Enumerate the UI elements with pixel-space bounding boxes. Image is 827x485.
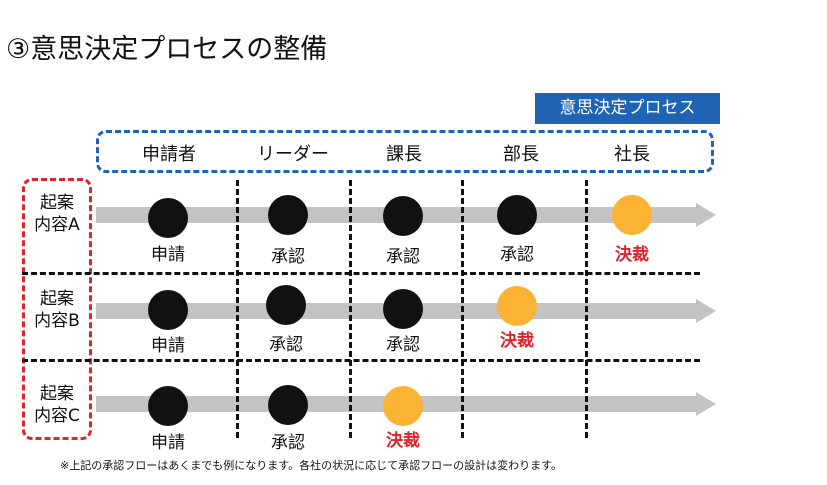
step-label-decision: 決裁 — [500, 331, 534, 351]
step-dot-approval — [266, 285, 306, 325]
column-divider — [349, 180, 352, 438]
role-section-chief: 課長 — [386, 144, 422, 165]
step-dot-decision — [612, 195, 652, 235]
column-divider — [236, 180, 239, 438]
step-dot-approval — [383, 196, 423, 236]
row-label-c-line1: 起案 — [40, 384, 74, 404]
role-department-head: 部長 — [503, 144, 539, 165]
footnote: ※上記の承認フローはあくまでも例になります。各社の状況に応じて承認フローの設計は… — [60, 459, 563, 472]
row-label-b-line1: 起案 — [40, 289, 74, 309]
role-applicant: 申請者 — [142, 144, 196, 165]
step-dot-approval — [383, 289, 423, 329]
step-label: 承認 — [271, 433, 305, 453]
column-divider — [585, 180, 588, 438]
row-divider — [22, 272, 700, 275]
step-dot-approval — [268, 195, 308, 235]
step-dot-decision — [497, 286, 537, 326]
step-label: 承認 — [500, 245, 534, 265]
page-title: ③意思決定プロセスの整備 — [6, 34, 328, 65]
step-dot-approval — [148, 386, 188, 426]
step-label: 承認 — [386, 247, 420, 267]
row-label-a: 起案 内容A — [18, 192, 96, 236]
decision-process-frame — [96, 130, 714, 173]
step-dot-approval — [148, 198, 188, 238]
role-president: 社長 — [614, 144, 650, 165]
row-label-a-line1: 起案 — [40, 193, 74, 213]
step-label: 申請 — [151, 433, 185, 453]
row-label-c: 起案 内容C — [18, 383, 96, 427]
row-label-b: 起案 内容B — [18, 288, 96, 332]
decision-process-label: 意思決定プロセス — [535, 93, 720, 124]
step-dot-approval — [268, 385, 308, 425]
row-label-b-line2: 内容B — [34, 311, 80, 331]
role-leader: リーダー — [257, 144, 329, 165]
step-label: 承認 — [271, 247, 305, 267]
step-label: 申請 — [151, 336, 185, 356]
step-dot-approval — [497, 195, 537, 235]
proposal-frame — [22, 178, 92, 440]
step-label-decision: 決裁 — [615, 245, 649, 265]
step-label: 承認 — [269, 335, 303, 355]
row-divider — [22, 359, 700, 362]
step-label-decision: 決裁 — [386, 431, 420, 451]
step-dot-approval — [148, 290, 188, 330]
step-label: 承認 — [386, 335, 420, 355]
step-label: 申請 — [151, 245, 185, 265]
row-label-a-line2: 内容A — [34, 215, 80, 235]
column-divider — [461, 180, 464, 438]
step-dot-decision — [383, 386, 423, 426]
row-label-c-line2: 内容C — [34, 406, 80, 426]
